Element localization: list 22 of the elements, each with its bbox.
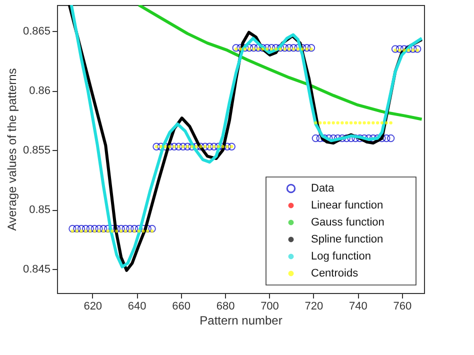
y-tick-label: 0.865 (22, 26, 50, 38)
x-tick-label: 720 (304, 300, 324, 312)
legend-label: Spline function (311, 234, 384, 246)
y-tick-label: 0.855 (22, 144, 50, 157)
y-tick-label: 0.86 (29, 85, 50, 98)
legend-label: Data (311, 182, 336, 194)
legend-label: Centroids (311, 268, 359, 280)
legend-label: Linear function (311, 200, 384, 212)
line-series (137, 5, 424, 121)
legend-label: Gauss function (311, 216, 384, 228)
x-tick-label: 620 (84, 300, 102, 312)
x-tick-label: 640 (128, 300, 146, 312)
x-tick-label: 760 (393, 300, 412, 312)
y-tick-label: 0.85 (29, 204, 50, 216)
legend-label: Log function (311, 250, 371, 262)
x-tick-label: 660 (172, 300, 190, 312)
x-tick-label: 740 (348, 300, 368, 312)
y-tick-label: 0.845 (22, 264, 50, 276)
x-tick-label: 680 (216, 300, 235, 312)
y-axis-title: Average values of the patterns (4, 68, 19, 231)
x-tick-label: 700 (260, 300, 279, 312)
x-axis-title: Pattern number (200, 314, 282, 328)
